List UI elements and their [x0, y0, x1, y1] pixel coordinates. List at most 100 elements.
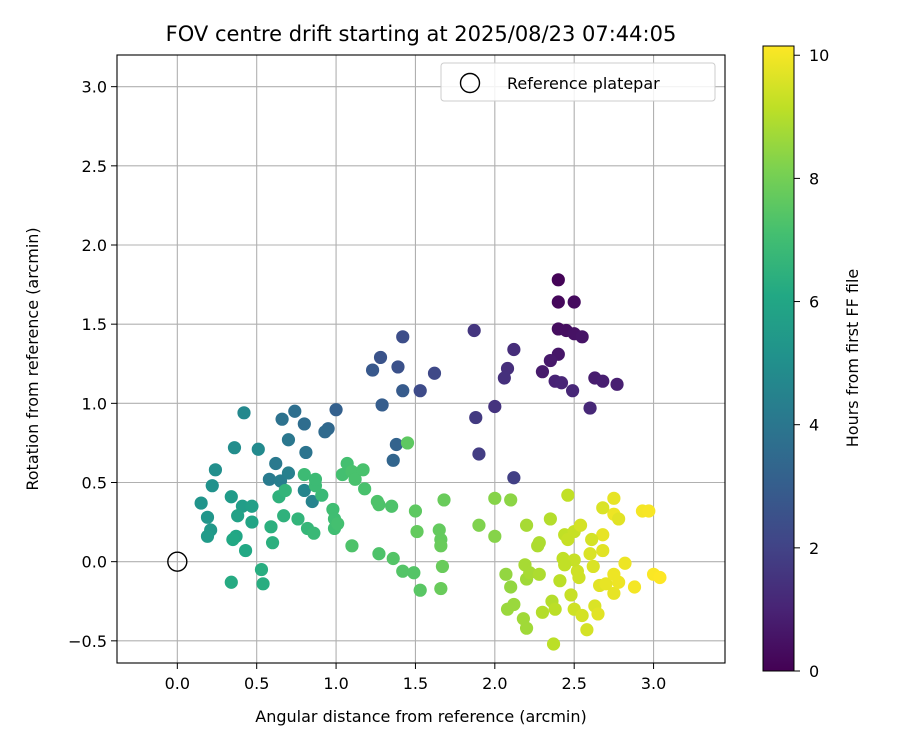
- data-point: [277, 509, 291, 523]
- x-tick-label: 2.0: [482, 674, 507, 693]
- colorbar-tick-label: 2: [809, 539, 819, 558]
- data-point: [553, 574, 567, 588]
- data-point: [308, 472, 323, 486]
- data-point: [472, 447, 486, 461]
- data-point: [653, 570, 667, 585]
- x-axis-label: Angular distance from reference (arcmin): [255, 707, 586, 726]
- data-point: [488, 529, 502, 543]
- data-point: [573, 518, 588, 532]
- data-point: [365, 363, 380, 377]
- data-point: [208, 463, 223, 477]
- data-point: [281, 466, 296, 480]
- data-point: [407, 566, 421, 580]
- data-point: [237, 406, 251, 420]
- data-point: [396, 330, 410, 344]
- y-tick-label: 2.5: [82, 157, 107, 176]
- data-point: [434, 539, 448, 553]
- data-point: [435, 559, 450, 574]
- data-point: [413, 583, 427, 597]
- data-point: [586, 559, 600, 574]
- scatter-points: [194, 273, 667, 651]
- x-tick-label: 2.5: [561, 674, 586, 693]
- data-point: [288, 404, 302, 418]
- data-point: [567, 295, 581, 309]
- data-point: [356, 463, 370, 477]
- data-point: [488, 399, 502, 414]
- legend-marker-open-circle: [459, 72, 481, 94]
- data-point: [497, 371, 511, 385]
- x-tick-label: 0.0: [165, 674, 190, 693]
- data-point: [200, 510, 215, 524]
- colorbar-tick-label: 10: [809, 46, 829, 65]
- x-tick-label: 3.0: [641, 674, 666, 693]
- colorbar-tick-label: 0: [809, 662, 819, 681]
- legend-label-reference-platepar: Reference platepar: [507, 74, 660, 93]
- data-point: [329, 403, 343, 417]
- data-point: [596, 501, 610, 515]
- data-point: [297, 467, 311, 482]
- data-point: [396, 564, 410, 578]
- data-point: [224, 575, 238, 589]
- data-point: [372, 498, 386, 512]
- data-point: [504, 493, 518, 507]
- data-point: [612, 512, 626, 526]
- y-tick-label: 1.0: [82, 394, 107, 413]
- data-point: [299, 445, 313, 460]
- data-point: [585, 532, 599, 547]
- data-point: [543, 353, 557, 368]
- data-point: [548, 602, 562, 616]
- data-point: [315, 488, 329, 502]
- data-point: [194, 496, 208, 510]
- data-point: [254, 562, 269, 577]
- data-point: [607, 567, 621, 581]
- data-point: [318, 425, 332, 439]
- reference-platepar-marker: [167, 551, 188, 572]
- y-tick-label: 0.5: [82, 474, 107, 493]
- data-point: [519, 518, 534, 532]
- data-point: [275, 412, 289, 426]
- data-point: [307, 526, 321, 540]
- legend-box: [440, 62, 716, 102]
- data-point: [499, 567, 513, 581]
- data-point: [413, 384, 427, 398]
- data-point: [596, 374, 610, 388]
- y-tick-label: 3.0: [82, 78, 107, 97]
- data-point: [564, 588, 578, 602]
- data-point: [427, 366, 442, 380]
- data-point: [572, 570, 586, 585]
- data-point: [345, 539, 359, 553]
- colorbar-tick-label: 8: [809, 169, 819, 188]
- data-point: [596, 543, 610, 558]
- colorbar-label: Hours from first FF file: [843, 269, 862, 448]
- grid-lines: [117, 55, 725, 663]
- data-point: [543, 512, 557, 526]
- data-point: [224, 490, 238, 504]
- data-point: [297, 417, 311, 431]
- colorbar: [762, 45, 795, 672]
- data-point: [200, 529, 215, 543]
- data-point: [488, 491, 502, 505]
- data-point: [358, 482, 372, 496]
- data-point: [610, 377, 624, 391]
- data-point: [410, 524, 424, 539]
- y-tick-label: 0.0: [82, 553, 107, 572]
- y-tick-label: 1.5: [82, 315, 107, 334]
- data-point: [554, 376, 569, 390]
- data-point: [372, 547, 386, 561]
- y-axis-ticks: −0.5 0.0 0.5 1.0 1.5 2.0 2.5 3.0: [68, 78, 117, 651]
- data-point: [561, 488, 575, 502]
- data-point: [504, 580, 518, 594]
- x-axis-ticks: 0.0 0.5 1.0 1.5 2.0 2.5 3.0: [165, 663, 666, 693]
- data-point: [251, 442, 265, 456]
- data-point: [507, 597, 521, 612]
- data-point: [467, 323, 481, 338]
- data-point: [391, 360, 405, 374]
- data-point: [278, 483, 292, 498]
- data-point: [437, 493, 451, 507]
- plot-area-frame: [116, 54, 726, 664]
- data-point: [591, 607, 605, 621]
- data-point: [262, 472, 276, 486]
- data-point: [551, 273, 565, 287]
- data-point: [227, 441, 242, 455]
